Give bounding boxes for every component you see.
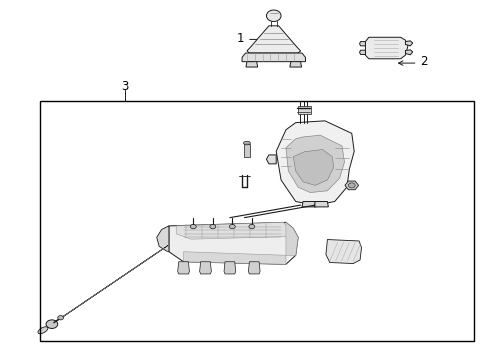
Polygon shape <box>199 262 211 274</box>
Polygon shape <box>127 261 145 273</box>
Polygon shape <box>242 53 305 62</box>
Polygon shape <box>359 41 365 46</box>
Polygon shape <box>116 268 134 280</box>
Polygon shape <box>276 121 353 205</box>
Ellipse shape <box>243 141 250 145</box>
Polygon shape <box>289 62 301 67</box>
Circle shape <box>347 183 354 188</box>
Polygon shape <box>325 239 361 264</box>
Bar <box>40 101 473 341</box>
Polygon shape <box>71 298 89 311</box>
Polygon shape <box>293 149 333 185</box>
Polygon shape <box>245 62 257 67</box>
Circle shape <box>248 225 254 229</box>
Polygon shape <box>224 262 235 274</box>
Polygon shape <box>176 222 288 239</box>
Polygon shape <box>94 283 112 296</box>
Polygon shape <box>139 253 157 265</box>
Polygon shape <box>157 226 168 252</box>
Polygon shape <box>149 246 168 258</box>
Polygon shape <box>248 262 260 274</box>
Polygon shape <box>285 135 344 193</box>
Polygon shape <box>405 41 412 46</box>
Polygon shape <box>285 222 298 255</box>
Polygon shape <box>60 306 78 319</box>
Circle shape <box>209 225 215 229</box>
Polygon shape <box>246 26 300 53</box>
Circle shape <box>229 225 235 229</box>
Polygon shape <box>266 155 276 164</box>
Text: 1: 1 <box>237 32 244 45</box>
Polygon shape <box>168 222 298 264</box>
Bar <box>297 107 311 114</box>
Circle shape <box>58 316 63 320</box>
Polygon shape <box>177 262 189 274</box>
Polygon shape <box>183 252 285 264</box>
Polygon shape <box>359 50 365 54</box>
Polygon shape <box>405 50 412 55</box>
Polygon shape <box>82 291 101 303</box>
Polygon shape <box>365 37 407 59</box>
Ellipse shape <box>38 327 48 334</box>
Polygon shape <box>49 314 67 326</box>
Ellipse shape <box>266 10 281 22</box>
Text: 2: 2 <box>419 55 427 68</box>
Bar <box>244 144 249 157</box>
Circle shape <box>190 225 196 229</box>
Polygon shape <box>105 276 123 288</box>
Text: 3: 3 <box>121 80 128 93</box>
Polygon shape <box>302 202 316 207</box>
Circle shape <box>46 320 58 328</box>
Polygon shape <box>314 202 328 207</box>
